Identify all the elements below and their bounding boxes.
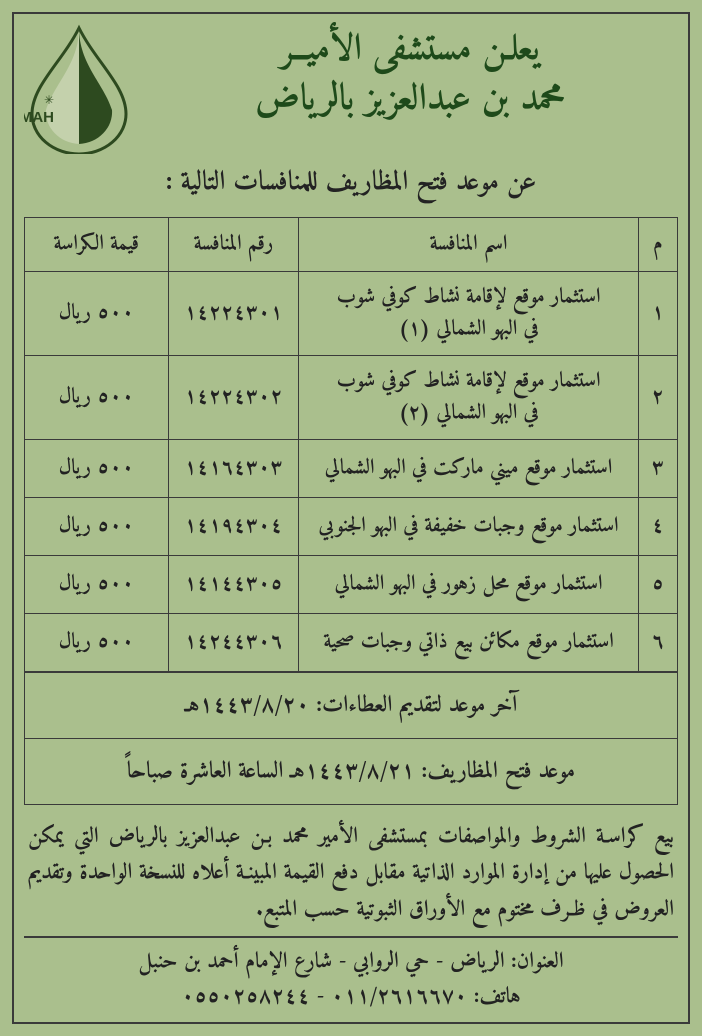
cell-price: ٥٠٠ ريال — [25, 440, 169, 498]
address: العنوان: الرياض - حي الروابي - شارع الإم… — [24, 944, 678, 979]
table-header-row: م اسم المنافسة رقم المنافسة قيمة الكراسة — [25, 218, 678, 272]
cell-price: ٥٠٠ ريال — [25, 614, 169, 672]
open-date: موعد فتح المظاريف: ١٤٤٣/٨/٢١هـ الساعة ال… — [25, 738, 677, 804]
col-no: رقم المنافسة — [168, 218, 299, 272]
table-body: ١استثمار موقع لإقامة نشاط كوفي شوبفي الب… — [25, 272, 678, 672]
contact-block: العنوان: الرياض - حي الروابي - شارع الإم… — [24, 944, 678, 1014]
col-price: قيمة الكراسة — [25, 218, 169, 272]
header: يعلـن مستشفى الأميــر محمد بن عبدالعزيز … — [24, 24, 678, 154]
tenders-table: م اسم المنافسة رقم المنافسة قيمة الكراسة… — [24, 217, 678, 672]
cell-name: استثمار موقع ميني ماركت في البهو الشمالي — [299, 440, 639, 498]
table-row: ٦استثمار موقع مكائن بيع ذاتي وجبات صحية١… — [25, 614, 678, 672]
hospital-logo: PMAH ✳ — [24, 24, 134, 154]
cell-name: استثمار موقع مكائن بيع ذاتي وجبات صحية — [299, 614, 639, 672]
table-row: ٥استثمار موقع محل زهور في البهو الشمالي١… — [25, 556, 678, 614]
col-num: م — [638, 218, 677, 272]
title-line-2: محمد بن عبدالعزيز بالرياض — [142, 76, 678, 126]
title-block: يعلـن مستشفى الأميــر محمد بن عبدالعزيز … — [142, 24, 678, 126]
table-row: ٤استثمار موقع وجبات خفيفة في البهو الجنو… — [25, 498, 678, 556]
col-name: اسم المنافسة — [299, 218, 639, 272]
cell-tender-no: ١٤١٦٤٣٠٣ — [168, 440, 299, 498]
drop-icon: PMAH ✳ — [24, 24, 134, 154]
cell-tender-no: ١٤٢٢٤٣٠١ — [168, 272, 299, 356]
cell-tender-no: ١٤٢٢٤٣٠٢ — [168, 356, 299, 440]
cell-num: ٥ — [638, 556, 677, 614]
cell-price: ٥٠٠ ريال — [25, 498, 169, 556]
last-submit-date: آخر موعد لتقديم العطاءات: ١٤٤٣/٨/٢٠هـ — [25, 672, 677, 738]
divider — [24, 936, 678, 938]
cell-name: استثمار موقع لإقامة نشاط كوفي شوبفي البه… — [299, 356, 639, 440]
footer-dates: آخر موعد لتقديم العطاءات: ١٤٤٣/٨/٢٠هـ مو… — [24, 672, 678, 805]
cell-tender-no: ١٤١٤٤٣٠٥ — [168, 556, 299, 614]
cell-num: ٤ — [638, 498, 677, 556]
cell-num: ١ — [638, 272, 677, 356]
cell-num: ٢ — [638, 356, 677, 440]
cell-name: استثمار موقع محل زهور في البهو الشمالي — [299, 556, 639, 614]
cell-tender-no: ١٤١٩٤٣٠٤ — [168, 498, 299, 556]
cell-name: استثمار موقع لإقامة نشاط كوفي شوبفي البه… — [299, 272, 639, 356]
announcement-page: يعلـن مستشفى الأميــر محمد بن عبدالعزيز … — [0, 0, 702, 1036]
cell-price: ٥٠٠ ريال — [25, 272, 169, 356]
table-row: ٣استثمار موقع ميني ماركت في البهو الشمال… — [25, 440, 678, 498]
table-row: ١استثمار موقع لإقامة نشاط كوفي شوبفي الب… — [25, 272, 678, 356]
bordered-frame: يعلـن مستشفى الأميــر محمد بن عبدالعزيز … — [12, 12, 690, 1024]
cell-tender-no: ١٤٢٤٤٣٠٦ — [168, 614, 299, 672]
subtitle: عن موعد فتح المظاريف للمنافسات التالية : — [24, 160, 678, 207]
phones: هاتف: ٠١١/٢٦١٦٦٧٠ - ٠٥٥٠٢٥٨٢٤٤ — [24, 979, 678, 1014]
cell-price: ٥٠٠ ريال — [25, 556, 169, 614]
cell-num: ٦ — [638, 614, 677, 672]
terms-note: بيع كراسـة الشروط والمواصفات بمستشفى الأ… — [28, 819, 674, 928]
cell-name: استثمار موقع وجبات خفيفة في البهو الجنوب… — [299, 498, 639, 556]
cell-price: ٥٠٠ ريال — [25, 356, 169, 440]
cell-num: ٣ — [638, 440, 677, 498]
svg-text:✳: ✳ — [44, 91, 54, 112]
table-row: ٢استثمار موقع لإقامة نشاط كوفي شوبفي الب… — [25, 356, 678, 440]
